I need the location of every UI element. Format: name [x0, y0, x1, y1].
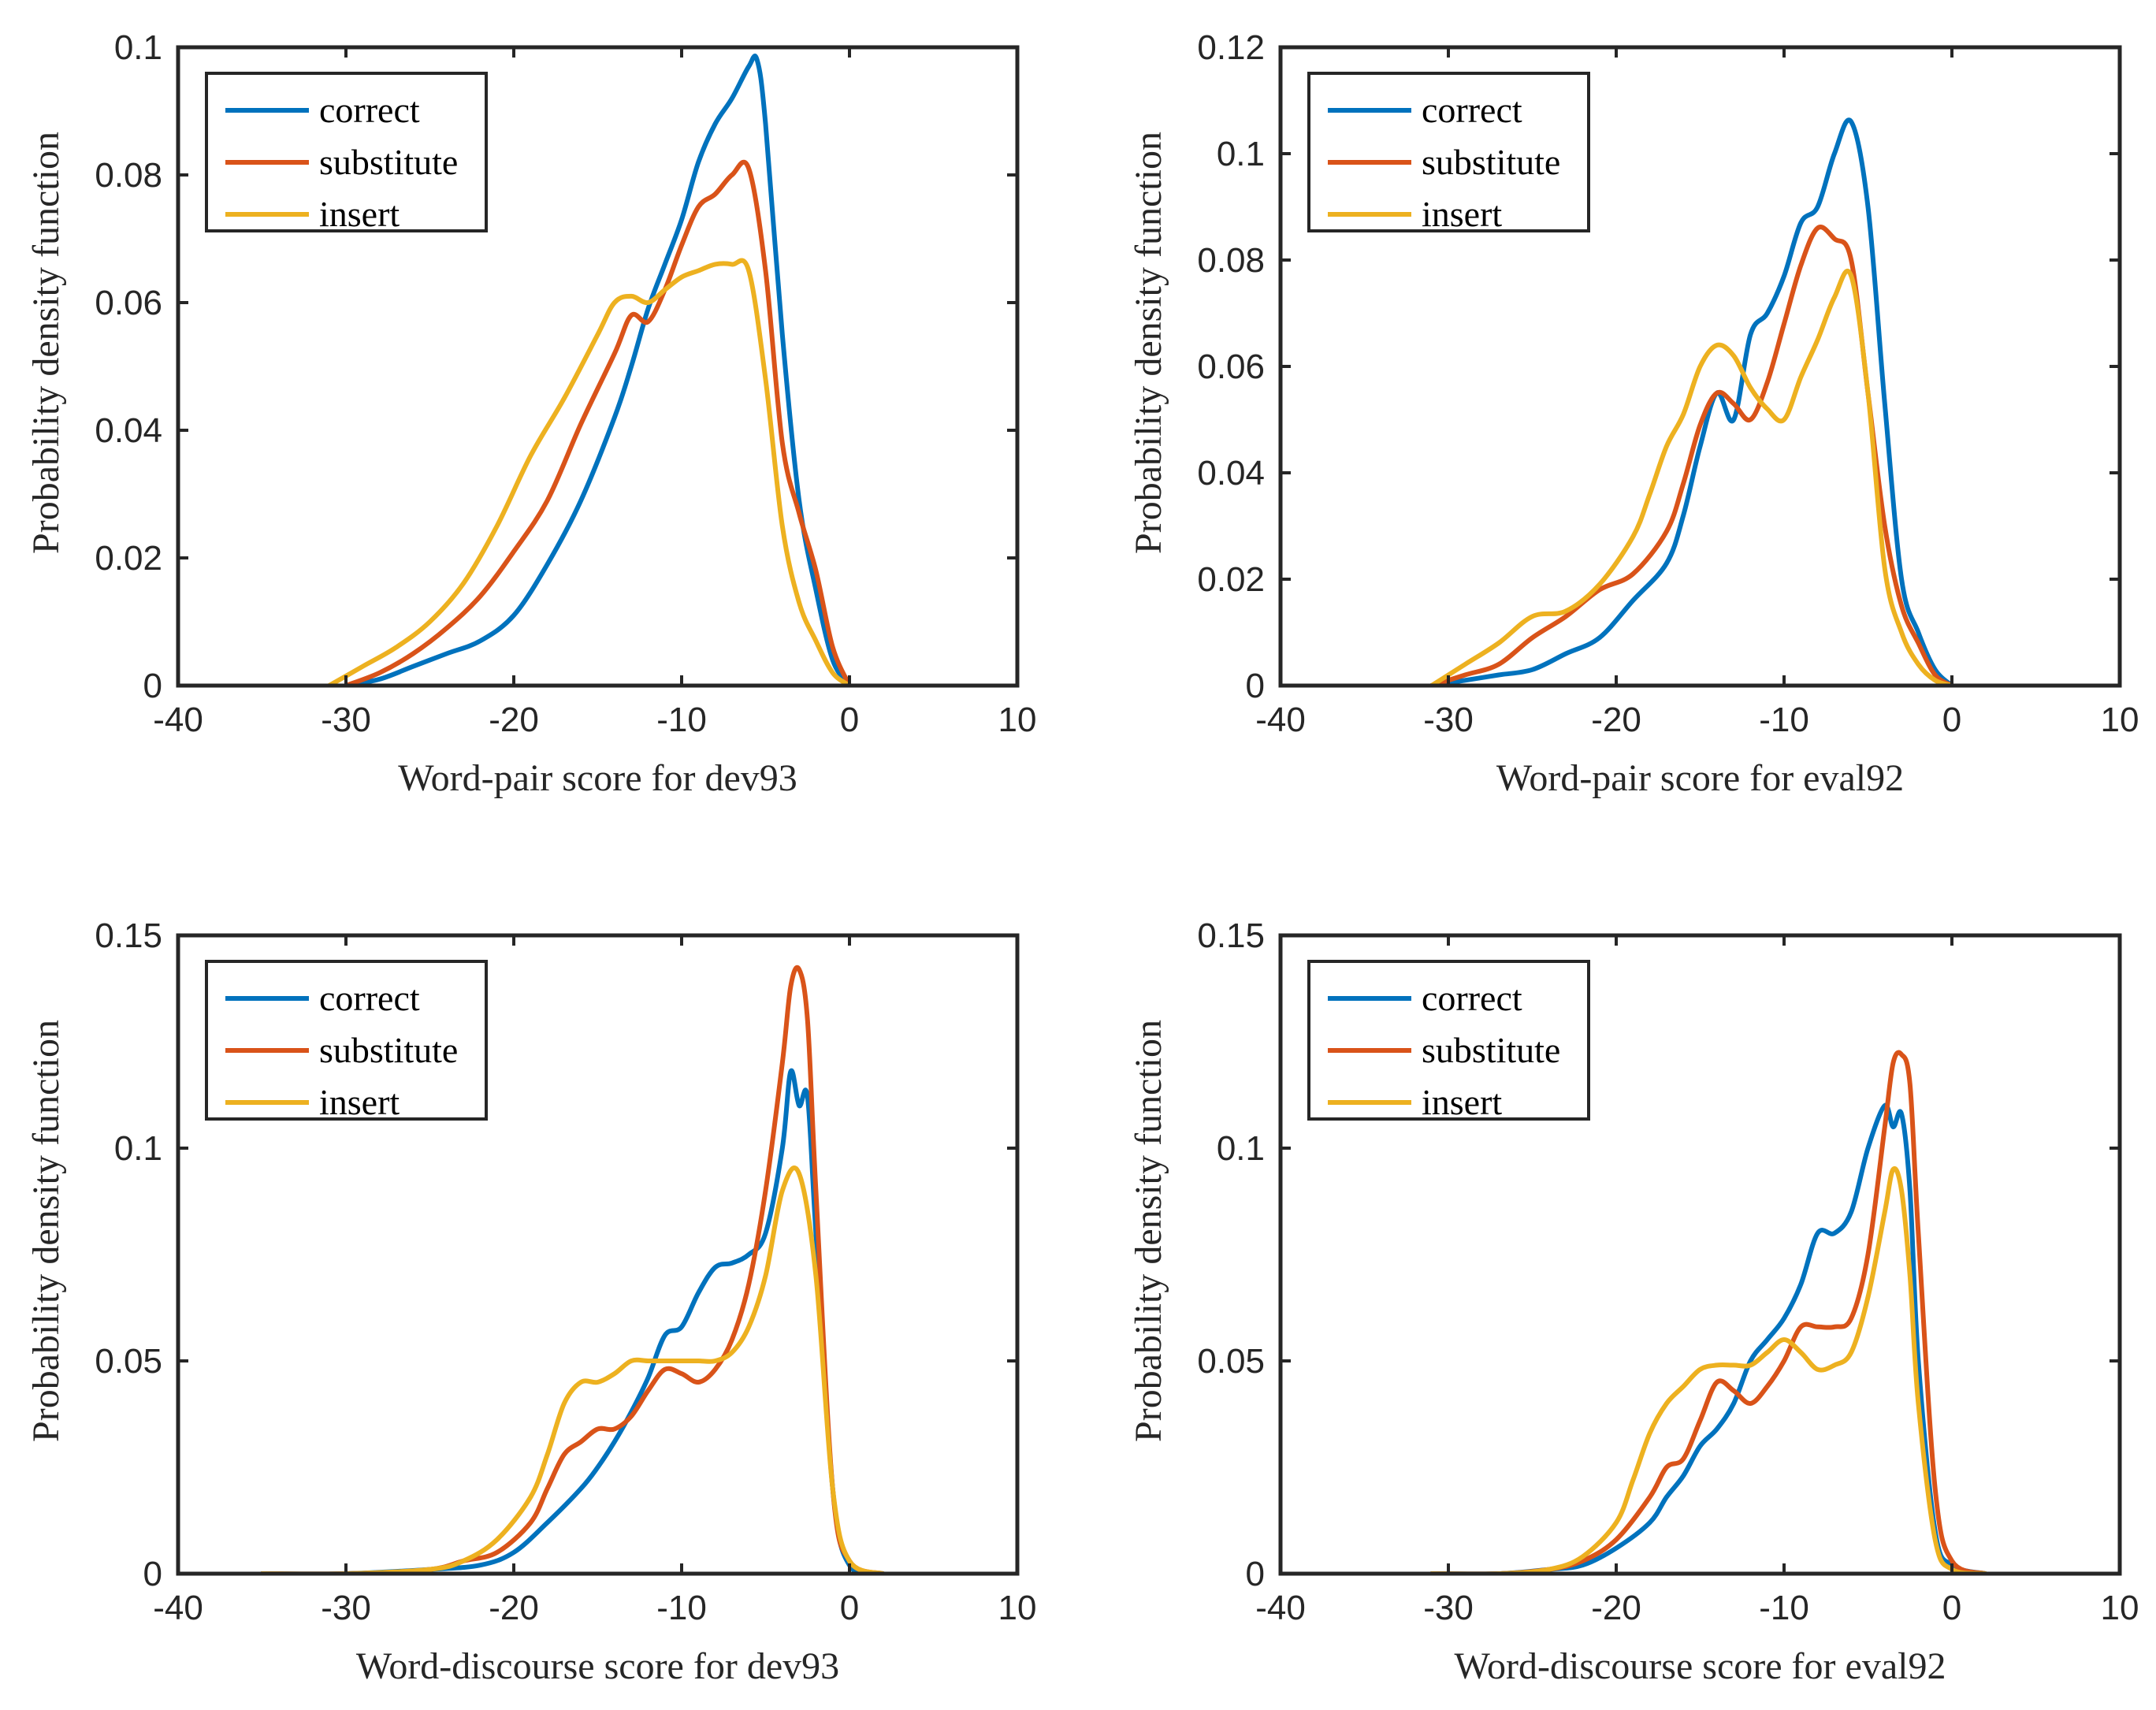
y-tick-label: 0.04	[95, 411, 162, 450]
y-tick-label: 0	[1246, 667, 1265, 705]
x-tick-label: -40	[153, 701, 203, 739]
legend-label-insert: insert	[319, 194, 400, 234]
legend-box	[1307, 960, 1590, 1121]
y-axis-label: Probability density function	[1128, 1020, 1169, 1442]
y-tick-label: 0.05	[1197, 1342, 1265, 1381]
series-line-substitute	[1429, 225, 1954, 686]
y-axis-label: Probability density function	[25, 132, 67, 554]
x-axis-label: Word-discourse score for eval92	[1455, 1645, 1946, 1687]
series-line-correct	[344, 54, 852, 686]
y-tick-label: 0.06	[95, 284, 162, 322]
x-tick-label: -40	[153, 1589, 203, 1627]
y-tick-label: 0.08	[1197, 241, 1265, 280]
legend-box	[205, 72, 488, 232]
legend-label-insert: insert	[1422, 194, 1502, 234]
series-line-insert	[259, 1165, 886, 1574]
y-tick-label: 0.1	[114, 28, 162, 67]
legend-box	[1307, 72, 1590, 232]
x-tick-label: 10	[998, 701, 1037, 739]
y-tick-label: 0	[1246, 1555, 1265, 1593]
legend-label-insert: insert	[1422, 1082, 1502, 1122]
legend-label-correct: correct	[319, 978, 420, 1018]
axes-box	[1278, 933, 2122, 1576]
y-tick-label: 0.06	[1197, 348, 1265, 386]
y-tick-label: 0.08	[95, 156, 162, 195]
legend-label-correct: correct	[1422, 978, 1522, 1018]
y-axis-label: Probability density function	[1128, 132, 1169, 554]
x-tick-label: -20	[489, 1589, 539, 1627]
y-tick-label: 0.05	[95, 1342, 162, 1381]
legend-label-substitute: substitute	[1422, 1030, 1560, 1070]
legend: correct substitute insert	[1307, 72, 1590, 234]
legend: correct substitute insert	[205, 72, 488, 234]
y-tick-label: 0.02	[1197, 560, 1265, 599]
x-tick-label: -30	[321, 701, 371, 739]
y-axis-label: Probability density function	[25, 1020, 67, 1442]
legend: correct substitute insert	[205, 960, 488, 1122]
x-tick-label: -30	[1423, 701, 1474, 739]
legend-label-substitute: substitute	[319, 1030, 458, 1070]
x-axis-label: Word-pair score for dev93	[398, 757, 797, 799]
chart-panel-1: -40 -30 -20 -10 0 10 0 0.02 0.04 0.06 0.08 0.1 Word-…	[25, 28, 1036, 799]
x-tick-label: -20	[1591, 1589, 1641, 1627]
x-tick-label: 10	[998, 1589, 1037, 1627]
series-line-substitute	[259, 965, 886, 1574]
x-tick-label: 10	[2101, 1589, 2139, 1627]
x-tick-label: -20	[1591, 701, 1641, 739]
series-line-correct	[1429, 1102, 1988, 1574]
x-tick-label: -10	[656, 701, 707, 739]
legend-label-correct: correct	[1422, 90, 1522, 130]
y-tick-label: 0.15	[1197, 916, 1265, 955]
x-tick-label: -40	[1255, 701, 1306, 739]
legend-label-insert: insert	[319, 1082, 400, 1122]
x-tick-label: -30	[1423, 1589, 1474, 1627]
chart-panel-2: -40 -30 -20 -10 0 10 0 0.02 0.04 0.06 0.08 0.1 0.12 W…	[1128, 28, 2139, 799]
x-tick-label: 0	[840, 1589, 859, 1627]
legend-label-correct: correct	[319, 90, 420, 130]
axes-box	[176, 45, 1020, 688]
x-tick-label: -10	[1759, 1589, 1809, 1627]
y-tick-label: 0	[143, 1555, 162, 1593]
series-line-insert	[1429, 1165, 1988, 1574]
x-tick-label: -40	[1255, 1589, 1306, 1627]
x-tick-label: 10	[2101, 701, 2139, 739]
y-tick-label: 0.02	[95, 539, 162, 578]
x-axis-label: Word-discourse score for dev93	[356, 1645, 839, 1687]
y-tick-label: 0.04	[1197, 454, 1265, 493]
series-line-insert	[326, 258, 852, 686]
x-tick-label: -10	[1759, 701, 1809, 739]
y-tick-label: 0.1	[1217, 135, 1265, 173]
legend-box	[205, 960, 488, 1121]
x-tick-label: -20	[489, 701, 539, 739]
legend-label-substitute: substitute	[319, 142, 458, 182]
y-tick-label: 0.1	[1217, 1129, 1265, 1168]
y-tick-label: 0.12	[1197, 28, 1265, 67]
y-tick-label: 0.1	[114, 1129, 162, 1168]
x-tick-label: -30	[321, 1589, 371, 1627]
y-tick-label: 0	[143, 667, 162, 705]
x-tick-label: 0	[1942, 1589, 1961, 1627]
series-line-correct	[259, 1068, 886, 1574]
chart-panel-3: -40 -30 -20 -10 0 10 0 0.05 0.1 0.15 Word-discours…	[25, 916, 1036, 1687]
x-tick-label: 0	[1942, 701, 1961, 739]
series-line-substitute	[1429, 1050, 1988, 1574]
axes-box	[176, 933, 1020, 1576]
x-tick-label: -10	[656, 1589, 707, 1627]
x-tick-label: 0	[840, 701, 859, 739]
series-line-correct	[1429, 117, 1954, 686]
legend: correct substitute insert	[1307, 960, 1590, 1122]
x-axis-label: Word-pair score for eval92	[1496, 757, 1904, 799]
y-tick-label: 0.15	[95, 916, 162, 955]
legend-label-substitute: substitute	[1422, 142, 1560, 182]
chart-panel-4: -40 -30 -20 -10 0 10 0 0.05 0.1 0.15 Word-discours…	[1128, 916, 2139, 1687]
series-line-substitute	[344, 159, 852, 686]
series-line-insert	[1429, 268, 1954, 686]
